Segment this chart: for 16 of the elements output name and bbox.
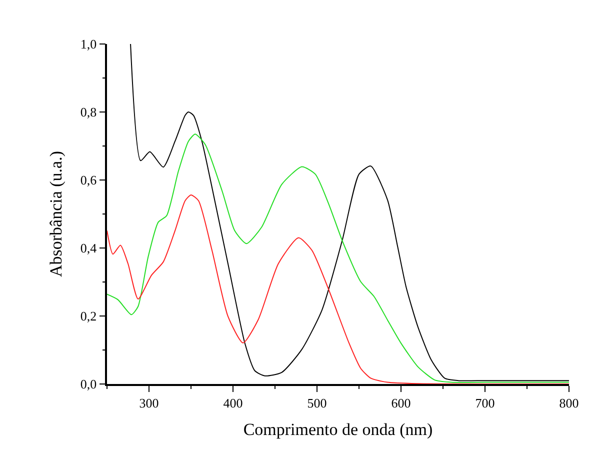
x-tick-label: 700 (475, 395, 495, 410)
x-tick-label: 600 (391, 395, 411, 410)
x-tick-label: 300 (139, 395, 159, 410)
line-series (130, 44, 569, 382)
y-tick-label: 0,4 (80, 240, 98, 256)
y-tick-label: 0,2 (80, 308, 97, 324)
y-axis-title: Absorbância (u.a.) (46, 150, 66, 278)
y-tick-label: 0,0 (80, 376, 97, 392)
y-tick-label: 0,8 (80, 104, 97, 120)
y-tick-label: 1,0 (80, 36, 97, 52)
x-tick-label: 500 (307, 395, 327, 410)
x-tick-label: 400 (223, 395, 243, 410)
x-axis-title: Comprimento de onda (nm) (243, 420, 433, 440)
line-series (107, 134, 569, 383)
y-tick-label: 0,6 (80, 172, 98, 188)
x-tick-label: 800 (559, 395, 579, 410)
